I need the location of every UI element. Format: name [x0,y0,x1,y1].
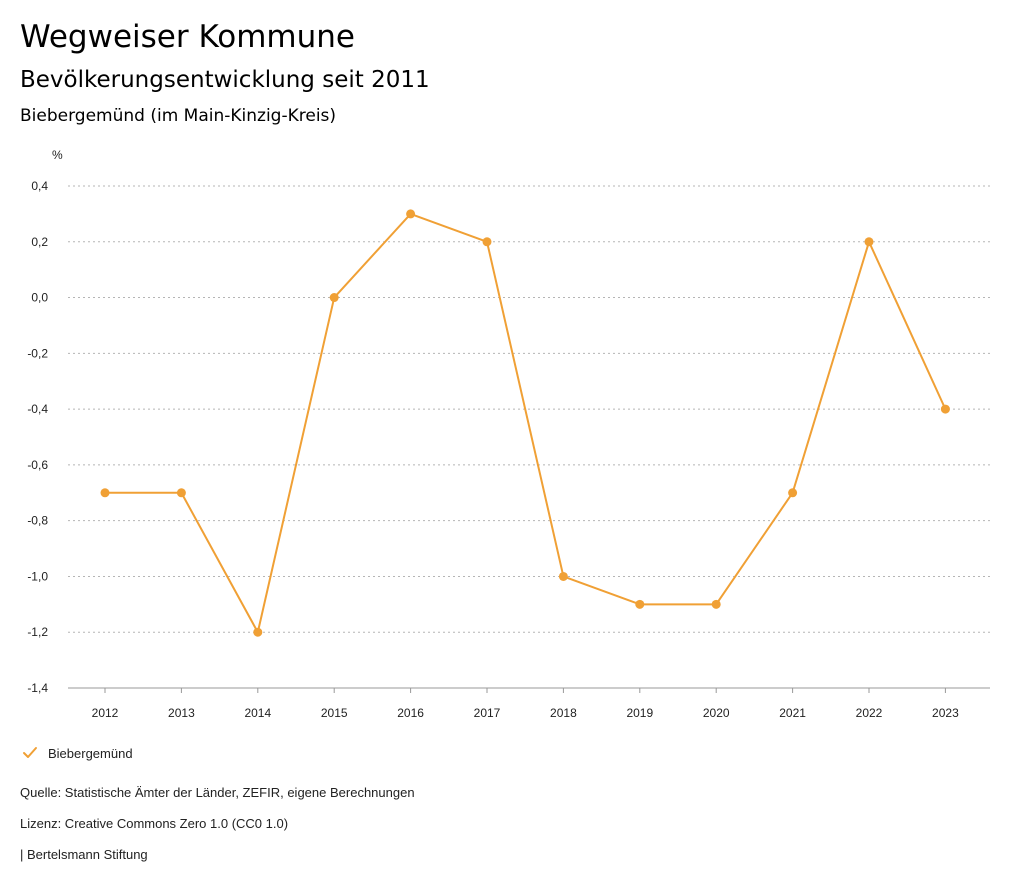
source-note: Quelle: Statistische Ämter der Länder, Z… [20,785,415,800]
data-point[interactable] [558,571,568,581]
grid-layer [68,185,990,689]
x-tick-label: 2019 [626,706,653,720]
chart-subtitle: Bevölkerungsentwicklung seit 2011 [20,67,430,93]
y-axis-unit: % [52,148,63,162]
x-tick-label: 2020 [703,706,730,720]
y-tick-label: -1,2 [27,625,48,639]
x-tick-label: 2018 [550,706,577,720]
y-tick-label: -1,4 [27,681,48,695]
data-point[interactable] [406,209,416,219]
x-tick-label: 2016 [397,706,424,720]
x-tick-label: 2015 [321,706,348,720]
y-tick-label: 0,2 [31,235,48,249]
data-point[interactable] [329,293,339,303]
y-axis-ticks: 0,4 0,2 0,0 -0,2 -0,4 -0,6 -0,8 -1,0 -1,2 -1,4 [27,179,48,695]
license-note: Lizenz: Creative Commons Zero 1.0 (CC0 1… [20,816,289,831]
series-line [105,212,947,634]
line-chart: % 0,40,20,0-0,2-0,4-0,6-0,8-1,0-1,2-1,4 … [27,148,990,720]
legend-label: Biebergemünd [48,745,133,761]
data-point[interactable] [482,237,492,247]
data-point[interactable] [864,237,874,247]
data-point[interactable] [100,488,110,498]
data-point[interactable] [176,488,186,498]
region-label: Biebergemünd (im Main-Kinzig-Kreis) [20,106,337,126]
data-point[interactable] [940,404,950,414]
x-tick-label: 2023 [932,706,959,720]
x-tick-label: 2014 [244,706,271,720]
x-axis-ticks: 2012 2013 2014 2015 2016 2017 2018 2019 2020 2021… [92,688,959,720]
x-tick-label: 2021 [779,706,806,720]
data-point[interactable] [788,488,798,498]
y-tick-label: -0,6 [27,458,48,472]
publisher-note: | Bertelsmann Stiftung [20,847,148,862]
y-tick-label: 0,0 [31,291,48,305]
series-layer [100,209,950,637]
data-point[interactable] [635,599,645,609]
y-tick-label: 0,4 [31,179,48,193]
x-tick-label: 2012 [92,706,119,720]
data-point[interactable] [253,627,263,637]
y-tick-label: -0,4 [27,402,48,416]
y-tick-label: -0,2 [27,346,48,360]
x-tick-label: 2022 [856,706,883,720]
x-tick-label: 2013 [168,706,195,720]
page-title: Wegweiser Kommune [20,19,355,55]
y-tick-label: -0,8 [27,514,48,528]
check-icon [23,747,37,758]
y-tick-label: -1,0 [27,569,48,583]
data-point[interactable] [711,599,721,609]
x-tick-label: 2017 [474,706,501,720]
legend[interactable]: Biebergemünd [22,745,133,761]
